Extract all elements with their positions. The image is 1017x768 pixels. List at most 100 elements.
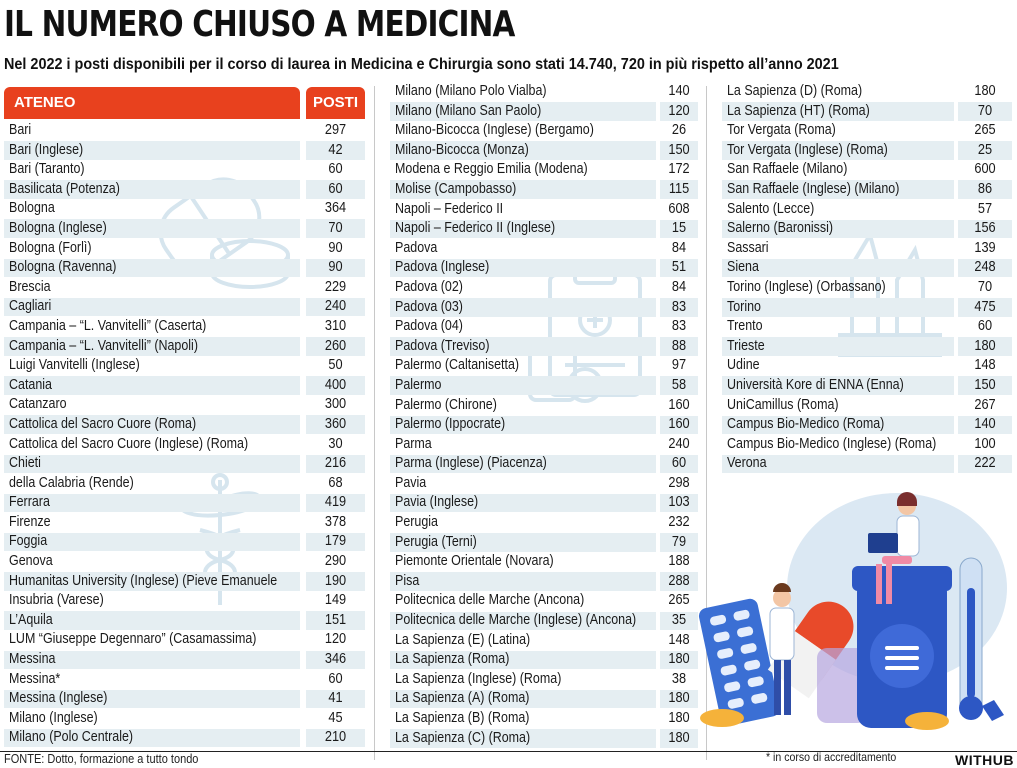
- ateneo-name: Padova (Inglese): [395, 259, 490, 276]
- table-row: Milano (Milano Polo Vialba) 140: [390, 82, 698, 102]
- row-shade: [958, 454, 1012, 474]
- ateneo-name: Trieste: [727, 337, 765, 354]
- row-shade: [4, 454, 300, 474]
- row-shade: [306, 297, 365, 317]
- ateneo-name: della Calabria (Rende): [9, 474, 134, 491]
- ateneo-name: Pavia: [395, 474, 427, 491]
- row-shade: [660, 454, 698, 474]
- ateneo-name: Palermo (Chirone): [395, 396, 497, 413]
- posti-value: 156: [974, 220, 996, 237]
- posti-value: 180: [974, 83, 996, 99]
- ateneo-name: Foggia: [9, 533, 48, 550]
- ateneo-name: Padova (03): [395, 298, 463, 315]
- ateneo-name: L’Aquila: [9, 611, 53, 628]
- ateneo-name: La Sapienza (Inglese) (Roma): [395, 670, 562, 687]
- posti-value: 608: [668, 200, 690, 217]
- ateneo-name: Trento: [727, 318, 763, 335]
- ateneo-name: Torino: [727, 298, 761, 315]
- ateneo-name: Genova: [9, 553, 53, 570]
- table-row: La Sapienza (B) (Roma) 180: [390, 709, 698, 729]
- table-row: Bologna (Ravenna) 90: [4, 258, 365, 278]
- table-row: San Raffaele (Inglese) (Milano) 86: [722, 180, 1012, 200]
- table-row: La Sapienza (D) (Roma) 180: [722, 82, 1012, 102]
- row-shade: [660, 258, 698, 278]
- row-shade: [958, 298, 1012, 317]
- table-row: Padova (Treviso) 88: [390, 337, 698, 357]
- table-row: Foggia 179: [4, 532, 365, 552]
- ateneo-name: Cattolica del Sacro Cuore (Inglese) (Rom…: [9, 435, 249, 452]
- row-shade: [390, 102, 656, 121]
- row-shade: [722, 298, 954, 317]
- table-row: Bologna (Inglese) 70: [4, 219, 365, 239]
- ateneo-name: La Sapienza (A) (Roma): [395, 690, 530, 707]
- table-row: Basilicata (Potenza) 60: [4, 180, 365, 200]
- ateneo-name: Milano (Milano San Paolo): [395, 102, 542, 119]
- table-row: Modena e Reggio Emilia (Modena) 172: [390, 160, 698, 180]
- posti-value: 41: [328, 690, 343, 707]
- posti-value: 60: [328, 670, 343, 687]
- table-row: Parma (Inglese) (Piacenza) 60: [390, 454, 698, 474]
- ateneo-name: Parma (Inglese) (Piacenza): [395, 455, 547, 472]
- ateneo-name: Cagliari: [9, 298, 52, 315]
- row-shade: [306, 572, 365, 591]
- ateneo-name: Bologna (Forlì): [9, 239, 92, 256]
- ateneo-name: Chieti: [9, 455, 41, 472]
- ateneo-name: Torino (Inglese) (Orbassano): [727, 278, 886, 295]
- row-shade: [390, 415, 656, 435]
- column-separator: [706, 86, 707, 760]
- posti-value: 180: [668, 710, 690, 726]
- row-shade: [958, 180, 1012, 199]
- table-column-3: La Sapienza (D) (Roma) 180 La Sapienza (HT…: [722, 82, 1012, 474]
- posti-value: 240: [324, 298, 347, 315]
- table-row: UniCamillus (Roma) 267: [722, 396, 1012, 416]
- posti-value: 265: [974, 122, 996, 139]
- ateneo-name: Milano-Bicocca (Monza): [395, 141, 529, 158]
- ateneo-name: Verona: [727, 455, 767, 472]
- row-shade: [660, 689, 698, 709]
- posti-value: 84: [671, 278, 687, 295]
- ateneo-name: La Sapienza (HT) (Roma): [727, 102, 870, 119]
- table-row: Ferrara 419: [4, 493, 365, 513]
- posti-value: 68: [328, 474, 343, 491]
- posti-value: 265: [668, 592, 690, 609]
- row-shade: [306, 493, 365, 513]
- row-shade: [660, 141, 698, 160]
- row-shade: [390, 454, 656, 474]
- row-shade: [722, 102, 954, 121]
- table-row: La Sapienza (C) (Roma) 180: [390, 729, 698, 749]
- posti-value: 346: [324, 651, 347, 668]
- row-shade: [306, 611, 365, 630]
- ateneo-name: Udine: [727, 357, 760, 374]
- table-row: Trieste 180: [722, 337, 1012, 357]
- posti-value: 115: [668, 180, 690, 197]
- ateneo-name: Palermo: [395, 376, 442, 393]
- row-shade: [660, 533, 698, 552]
- posti-value: 232: [668, 514, 690, 531]
- ateneo-name: Bologna (Ravenna): [9, 259, 117, 276]
- row-shade: [722, 180, 954, 199]
- row-shade: [660, 102, 698, 121]
- posti-value: 149: [324, 592, 347, 609]
- ateneo-name: Campania – “L. Vanvitelli” (Napoli): [9, 337, 198, 354]
- row-shade: [390, 689, 656, 709]
- table-row: Milano (Inglese) 45: [4, 709, 365, 729]
- row-shade: [390, 219, 656, 239]
- ateneo-name: Pisa: [395, 572, 420, 589]
- ateneo-name: Parma: [395, 435, 432, 452]
- ateneo-name: Padova (04): [395, 318, 463, 335]
- row-shade: [660, 180, 698, 199]
- posti-value: 180: [668, 729, 690, 746]
- table-row: Campania – “L. Vanvitelli” (Caserta) 310: [4, 317, 365, 337]
- ateneo-name: Milano-Bicocca (Inglese) (Bergamo): [395, 122, 594, 139]
- ateneo-name: Molise (Campobasso): [395, 180, 517, 197]
- posti-value: 288: [668, 572, 690, 589]
- row-shade: [660, 298, 698, 317]
- posti-value: 60: [671, 455, 687, 472]
- table-row: Palermo 58: [390, 376, 698, 396]
- posti-value: 222: [974, 455, 996, 472]
- table-row: Politecnica delle Marche (Inglese) (Anco…: [390, 611, 698, 631]
- table-row: LUM “Giuseppe Degennaro” (Casamassima) 12…: [4, 630, 365, 650]
- ateneo-name: Campus Bio-Medico (Roma): [727, 416, 885, 433]
- ateneo-name: Humanitas University (Inglese) (Pieve Em…: [9, 572, 278, 589]
- posti-value: 140: [668, 83, 690, 99]
